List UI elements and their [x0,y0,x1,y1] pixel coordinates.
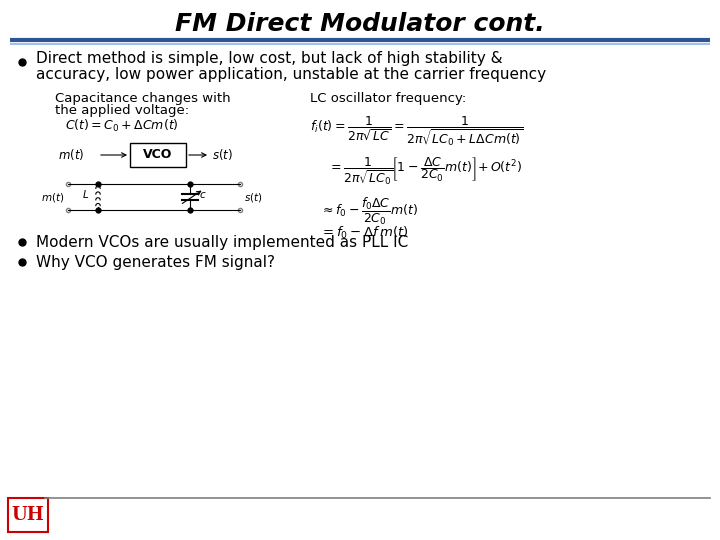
Text: $s(t)$: $s(t)$ [244,191,263,204]
Text: $C(t) = C_0 + \Delta Cm(t)$: $C(t) = C_0 + \Delta Cm(t)$ [65,118,179,134]
Text: Direct method is simple, low cost, but lack of high stability &: Direct method is simple, low cost, but l… [36,51,503,66]
Text: FM Direct Modulator cont.: FM Direct Modulator cont. [175,12,545,36]
Text: the applied voltage:: the applied voltage: [55,104,189,117]
Text: Modern VCOs are usually implemented as PLL IC: Modern VCOs are usually implemented as P… [36,234,408,249]
Text: $= \dfrac{1}{2\pi\sqrt{LC_0}}\!\left[1 - \dfrac{\Delta C}{2C_0}m(t)\right]\!+O(t: $= \dfrac{1}{2\pi\sqrt{LC_0}}\!\left[1 -… [328,155,522,187]
Text: accuracy, low power application, unstable at the carrier frequency: accuracy, low power application, unstabl… [36,68,546,83]
Text: c: c [200,190,206,200]
Text: $\approx f_0 - \dfrac{f_0\Delta C}{2C_0}m(t)$: $\approx f_0 - \dfrac{f_0\Delta C}{2C_0}… [320,196,418,227]
Text: $m(t)$: $m(t)$ [40,191,64,204]
Text: Capacitance changes with: Capacitance changes with [55,92,230,105]
Text: VCO: VCO [143,148,173,161]
Bar [8,498,48,532]
Text: $m(t)$: $m(t)$ [58,147,84,163]
Text: $f_i(t) = \dfrac{1}{2\pi\sqrt{LC}} = \dfrac{1}{2\pi\sqrt{LC_0 + L\Delta Cm(t)}}$: $f_i(t) = \dfrac{1}{2\pi\sqrt{LC}} = \df… [310,114,523,148]
Text: $s(t)$: $s(t)$ [212,147,233,163]
Text: $= f_0 - \Delta f\, m(t)$: $= f_0 - \Delta f\, m(t)$ [320,225,408,241]
Bar [130,143,186,167]
Text: L: L [82,190,88,200]
Text: Why VCO generates FM signal?: Why VCO generates FM signal? [36,254,275,269]
Text: LC oscillator frequency:: LC oscillator frequency: [310,92,467,105]
Text: UH: UH [12,506,45,524]
